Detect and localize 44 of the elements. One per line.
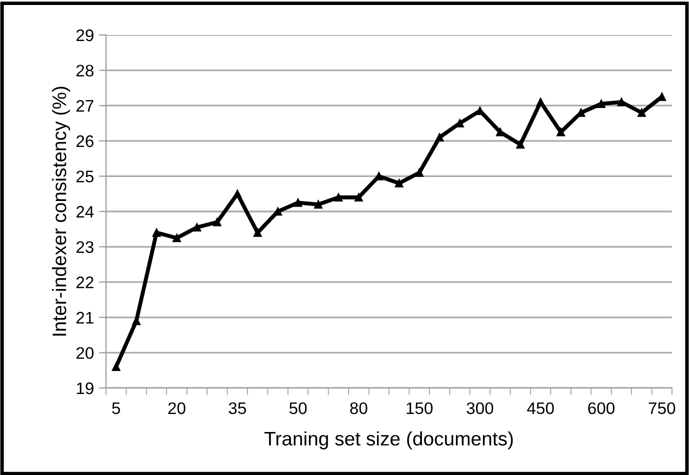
point bbox=[152, 228, 161, 237]
point bbox=[112, 362, 120, 371]
x-tick-label: 300 bbox=[466, 402, 494, 414]
point bbox=[536, 98, 545, 106]
y-tick-label: 28 bbox=[76, 64, 94, 77]
y-tick-label: 26 bbox=[76, 135, 94, 148]
point bbox=[354, 193, 363, 202]
y-axis-title: Inter-indexer consistency (%) bbox=[52, 86, 70, 336]
y-tick-label: 20 bbox=[76, 347, 94, 359]
point bbox=[638, 108, 646, 117]
x-axis-title: Traning set size (documents) bbox=[264, 431, 513, 450]
x-tick-label: 35 bbox=[228, 402, 246, 414]
x-tick-label: 20 bbox=[168, 402, 186, 414]
y-tick-label: 22 bbox=[76, 276, 94, 288]
point bbox=[415, 168, 424, 177]
x-tick-label: 750 bbox=[648, 402, 676, 414]
point bbox=[617, 98, 626, 106]
point bbox=[597, 100, 606, 108]
y-tick-label: 25 bbox=[76, 170, 94, 182]
y-tick-label: 21 bbox=[76, 312, 94, 324]
point bbox=[172, 234, 181, 242]
point bbox=[314, 200, 322, 209]
point bbox=[213, 218, 222, 226]
y-tick-label: 29 bbox=[76, 29, 94, 42]
x-tick-label: 5 bbox=[112, 402, 120, 414]
x-tick-label: 150 bbox=[406, 402, 433, 414]
point bbox=[334, 193, 343, 202]
point bbox=[394, 179, 404, 188]
y-tick-label: 24 bbox=[76, 206, 94, 218]
point bbox=[435, 133, 444, 142]
x-tick-label: 600 bbox=[588, 402, 615, 414]
point bbox=[516, 140, 525, 149]
point bbox=[556, 128, 565, 136]
y-tick-label: 27 bbox=[76, 100, 94, 112]
x-tick-label: 450 bbox=[527, 402, 554, 414]
point bbox=[233, 190, 242, 198]
y-tick-label: 19 bbox=[76, 382, 94, 394]
y-tick-label: 23 bbox=[76, 241, 94, 254]
x-tick-label: 50 bbox=[289, 402, 307, 414]
point bbox=[192, 223, 202, 232]
point bbox=[496, 128, 504, 136]
point bbox=[294, 198, 302, 207]
x-tick-label: 80 bbox=[350, 402, 368, 414]
point bbox=[253, 228, 262, 237]
